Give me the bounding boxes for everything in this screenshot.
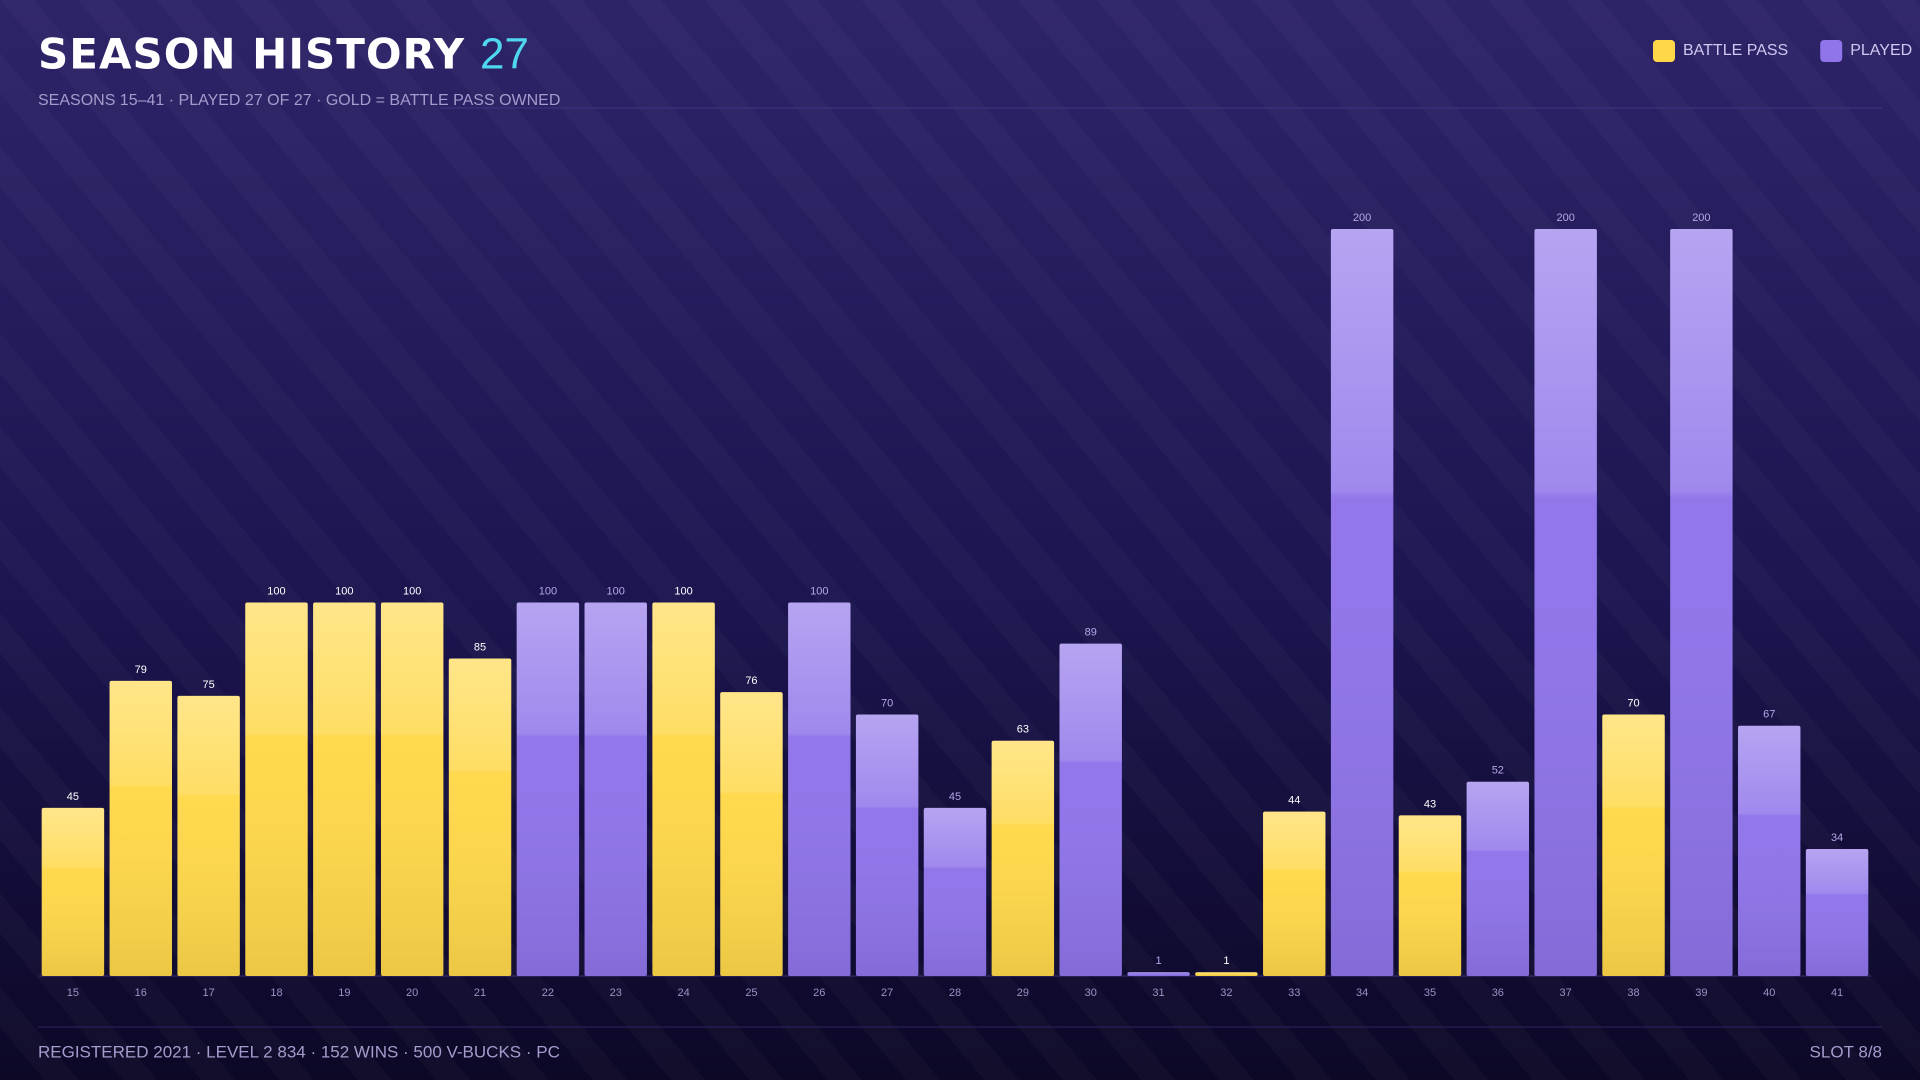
value-label: 89 bbox=[1085, 626, 1097, 638]
x-tick-label: 35 bbox=[1424, 987, 1436, 999]
bar-shine bbox=[1398, 815, 1462, 976]
value-label: 70 bbox=[881, 697, 893, 709]
bar-shine bbox=[177, 695, 240, 976]
bar-shine bbox=[1330, 229, 1394, 976]
x-tick-label: 37 bbox=[1560, 987, 1572, 999]
bar-shine bbox=[788, 602, 851, 976]
value-label: 70 bbox=[1627, 697, 1639, 709]
legend-label: BATTLE PASS bbox=[1683, 42, 1788, 59]
value-label: 100 bbox=[539, 585, 557, 597]
bar-shine bbox=[720, 692, 783, 976]
x-tick-label: 16 bbox=[135, 987, 147, 999]
bar-shine bbox=[109, 680, 172, 976]
value-label: 63 bbox=[1017, 724, 1029, 736]
value-label: 52 bbox=[1492, 765, 1504, 777]
bar-shine bbox=[1670, 229, 1733, 976]
value-label: 34 bbox=[1831, 832, 1843, 844]
legend-swatch bbox=[1820, 40, 1843, 62]
x-tick-label: 25 bbox=[745, 987, 757, 999]
bar-shine bbox=[1466, 781, 1530, 976]
x-tick-label: 36 bbox=[1492, 987, 1504, 999]
bar-shine bbox=[1602, 714, 1665, 976]
x-tick-label: 18 bbox=[270, 987, 282, 999]
value-label: 100 bbox=[267, 585, 285, 597]
bar-shine bbox=[584, 602, 647, 976]
value-label: 44 bbox=[1288, 795, 1300, 807]
x-tick-label: 30 bbox=[1085, 987, 1097, 999]
x-tick-label: 34 bbox=[1356, 987, 1368, 999]
footer: REGISTERED 2021 · LEVEL 2 834 · 152 WINS… bbox=[38, 1042, 560, 1061]
chart-title: SEASON HISTORY bbox=[38, 30, 465, 79]
x-tick-label: 41 bbox=[1831, 987, 1843, 999]
bar-shine bbox=[1195, 972, 1258, 976]
legend-swatch bbox=[1653, 40, 1675, 62]
bar-shine bbox=[1738, 725, 1801, 976]
value-label: 45 bbox=[67, 791, 79, 803]
value-label: 200 bbox=[1692, 212, 1710, 224]
value-label: 100 bbox=[607, 585, 625, 597]
x-tick-label: 39 bbox=[1695, 987, 1707, 999]
x-tick-label: 27 bbox=[881, 987, 893, 999]
bar-shine bbox=[1127, 972, 1190, 976]
slot: SLOT 8/8 bbox=[1810, 1042, 1882, 1061]
value-label: 67 bbox=[1763, 709, 1775, 721]
value-label: 200 bbox=[1556, 212, 1574, 224]
x-tick-label: 22 bbox=[542, 987, 554, 999]
value-label: 1 bbox=[1155, 955, 1161, 967]
value-label: 1 bbox=[1223, 955, 1229, 967]
bar-shine bbox=[1805, 849, 1869, 976]
x-tick-label: 31 bbox=[1152, 987, 1164, 999]
x-tick-label: 20 bbox=[406, 987, 418, 999]
x-tick-label: 15 bbox=[67, 987, 79, 999]
x-tick-label: 40 bbox=[1763, 987, 1775, 999]
legend: BATTLE PASS PLAYED bbox=[1653, 40, 1912, 62]
x-tick-label: 28 bbox=[949, 987, 961, 999]
value-label: 200 bbox=[1353, 212, 1371, 224]
value-label: 100 bbox=[810, 585, 828, 597]
bar-shine bbox=[923, 807, 987, 976]
value-label: 85 bbox=[474, 641, 486, 653]
x-tick-label: 38 bbox=[1627, 987, 1639, 999]
value-label: 45 bbox=[949, 791, 961, 803]
title-count: 27 bbox=[480, 30, 529, 79]
x-tick-label: 29 bbox=[1017, 987, 1029, 999]
bar-shine bbox=[991, 740, 1055, 976]
bar-shine bbox=[380, 602, 444, 976]
bar-shine bbox=[41, 807, 105, 976]
x-tick-label: 32 bbox=[1220, 987, 1232, 999]
x-tick-label: 17 bbox=[203, 987, 215, 999]
x-tick-label: 21 bbox=[474, 987, 486, 999]
bar-shine bbox=[652, 602, 715, 976]
x-tick-label: 33 bbox=[1288, 987, 1300, 999]
x-tick-label: 24 bbox=[677, 987, 689, 999]
value-label: 79 bbox=[135, 664, 147, 676]
x-tick-label: 23 bbox=[610, 987, 622, 999]
bar-shine bbox=[245, 602, 308, 976]
x-tick-label: 19 bbox=[338, 987, 350, 999]
bar-shine bbox=[516, 602, 580, 976]
value-label: 100 bbox=[674, 585, 692, 597]
bar-shine bbox=[313, 602, 376, 976]
subtitle: SEASONS 15–41 · PLAYED 27 OF 27 · GOLD =… bbox=[38, 92, 560, 109]
bar-shine bbox=[448, 658, 512, 976]
value-label: 100 bbox=[403, 585, 421, 597]
value-label: 43 bbox=[1424, 798, 1436, 810]
value-label: 75 bbox=[203, 679, 215, 691]
bar-shine bbox=[1263, 811, 1326, 976]
bar-shine bbox=[1534, 229, 1597, 976]
bar-shine bbox=[855, 714, 919, 976]
bar-shine bbox=[1059, 643, 1122, 976]
value-label: 100 bbox=[335, 585, 353, 597]
legend-label: PLAYED bbox=[1850, 42, 1912, 59]
x-tick-label: 26 bbox=[813, 987, 825, 999]
value-label: 76 bbox=[745, 675, 757, 687]
